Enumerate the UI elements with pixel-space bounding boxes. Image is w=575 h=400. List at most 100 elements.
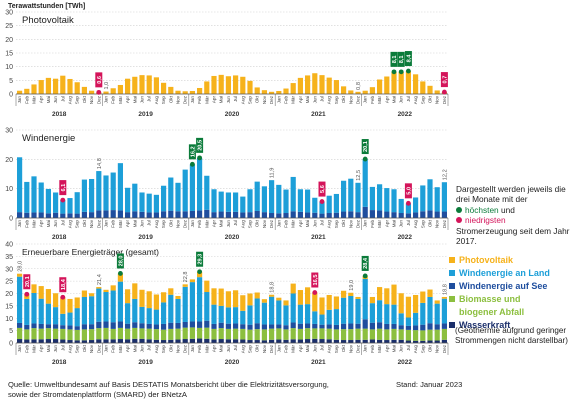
bar-segment bbox=[31, 293, 37, 324]
month-label: Mär bbox=[32, 220, 37, 228]
bar-segment bbox=[161, 185, 167, 212]
bar-segment bbox=[377, 210, 383, 218]
bar-segment bbox=[96, 287, 102, 289]
bar-segment bbox=[377, 184, 383, 211]
bar-segment bbox=[413, 197, 419, 213]
bar-segment bbox=[38, 298, 44, 324]
bar-pv bbox=[218, 74, 224, 94]
bar-pv bbox=[60, 75, 66, 94]
month-label: Mai bbox=[219, 96, 224, 103]
month-label: Dez bbox=[269, 219, 274, 228]
month-label: Sep bbox=[248, 220, 253, 229]
bar-segment bbox=[290, 293, 296, 323]
bar-segment bbox=[369, 296, 375, 304]
bar-segment bbox=[413, 212, 419, 218]
bar-segment bbox=[355, 323, 361, 329]
bar-segment bbox=[427, 210, 433, 218]
month-label: Apr bbox=[125, 96, 130, 104]
month-label: Feb bbox=[370, 220, 375, 228]
bar-segment bbox=[348, 329, 354, 341]
bar-segment bbox=[110, 328, 116, 340]
month-label: Mai bbox=[46, 345, 51, 352]
value-label: 28,0 bbox=[118, 256, 124, 267]
bar-segment bbox=[341, 290, 347, 298]
month-label: Feb bbox=[284, 345, 289, 353]
bar-segment bbox=[31, 328, 37, 340]
bar-segment bbox=[117, 281, 123, 322]
legend-note-line6: 2017. bbox=[456, 236, 477, 247]
low-marker bbox=[96, 89, 102, 95]
bar-segment bbox=[233, 328, 239, 340]
bar-segment bbox=[89, 296, 95, 325]
bar-segment bbox=[427, 329, 433, 341]
low-marker bbox=[319, 199, 325, 204]
year-label: 2019 bbox=[138, 359, 153, 366]
month-label: Jul bbox=[233, 220, 238, 226]
bar-pv bbox=[24, 88, 30, 94]
y-tick-label: 10 bbox=[5, 316, 13, 323]
bar-segment bbox=[305, 304, 311, 324]
month-label: Feb bbox=[24, 96, 29, 104]
month-label: Dez bbox=[442, 344, 447, 353]
month-label: Jan bbox=[363, 220, 368, 228]
value-label: 18,8 bbox=[270, 282, 276, 293]
bar-segment bbox=[117, 273, 123, 282]
bar-pv bbox=[362, 90, 368, 94]
bar-segment bbox=[125, 339, 131, 343]
bar-segment bbox=[240, 310, 246, 325]
legend-entry: Windenergie an Land bbox=[449, 267, 573, 280]
month-label: Jul bbox=[60, 220, 65, 226]
legend-entry-label: Wasserkraft bbox=[459, 320, 511, 330]
bar-segment bbox=[377, 328, 383, 340]
bar-pv bbox=[17, 90, 23, 94]
month-label: Jan bbox=[276, 96, 281, 104]
bar-segment bbox=[139, 211, 145, 218]
legend-note-line1: Dargestellt werden jeweils die bbox=[456, 184, 566, 194]
low-label-box bbox=[59, 277, 67, 293]
bar-segment bbox=[31, 284, 37, 294]
month-label: Mär bbox=[291, 96, 296, 104]
bar-segment bbox=[74, 340, 80, 343]
bar-segment bbox=[182, 321, 188, 328]
bar-segment bbox=[269, 324, 275, 329]
month-label: Mai bbox=[219, 345, 224, 352]
month-label: Feb bbox=[284, 220, 289, 228]
bar-segment bbox=[189, 338, 195, 343]
bar-segment bbox=[391, 189, 397, 213]
month-label: Aug bbox=[413, 96, 418, 105]
bar-segment bbox=[276, 339, 282, 343]
month-label: Jul bbox=[320, 345, 325, 351]
legend-swatch bbox=[449, 257, 455, 263]
month-label: Okt bbox=[428, 219, 433, 227]
bar-segment bbox=[60, 328, 66, 340]
month-label: Okt bbox=[255, 219, 260, 227]
bar-pv bbox=[319, 75, 325, 94]
bar-segment bbox=[326, 294, 332, 310]
month-label: Nov bbox=[348, 95, 353, 104]
month-label: Apr bbox=[298, 345, 303, 353]
bar-segment bbox=[17, 276, 23, 323]
bar-segment bbox=[276, 184, 282, 214]
month-label: Mär bbox=[377, 220, 382, 228]
bar-segment bbox=[326, 309, 332, 325]
value-label: 12,5 bbox=[356, 170, 362, 181]
bar-pv bbox=[420, 81, 426, 94]
bar-segment bbox=[161, 292, 167, 303]
month-label: Mai bbox=[46, 220, 51, 227]
bar-segment bbox=[96, 339, 102, 343]
bar-segment bbox=[74, 326, 80, 330]
bar-segment bbox=[132, 338, 138, 343]
bar-segment bbox=[67, 340, 73, 343]
month-label: Nov bbox=[435, 219, 440, 228]
bar-segment bbox=[233, 192, 239, 212]
y-tick-label: 30 bbox=[5, 266, 13, 273]
bar-segment bbox=[103, 175, 109, 211]
month-label: Dez bbox=[96, 95, 101, 104]
bar-segment bbox=[319, 314, 325, 325]
bar-segment bbox=[398, 339, 404, 343]
bar-segment bbox=[398, 313, 404, 326]
month-label: Mai bbox=[219, 220, 224, 227]
month-label: Apr bbox=[384, 96, 389, 104]
bar-segment bbox=[153, 324, 159, 330]
month-label: Mär bbox=[118, 220, 123, 228]
